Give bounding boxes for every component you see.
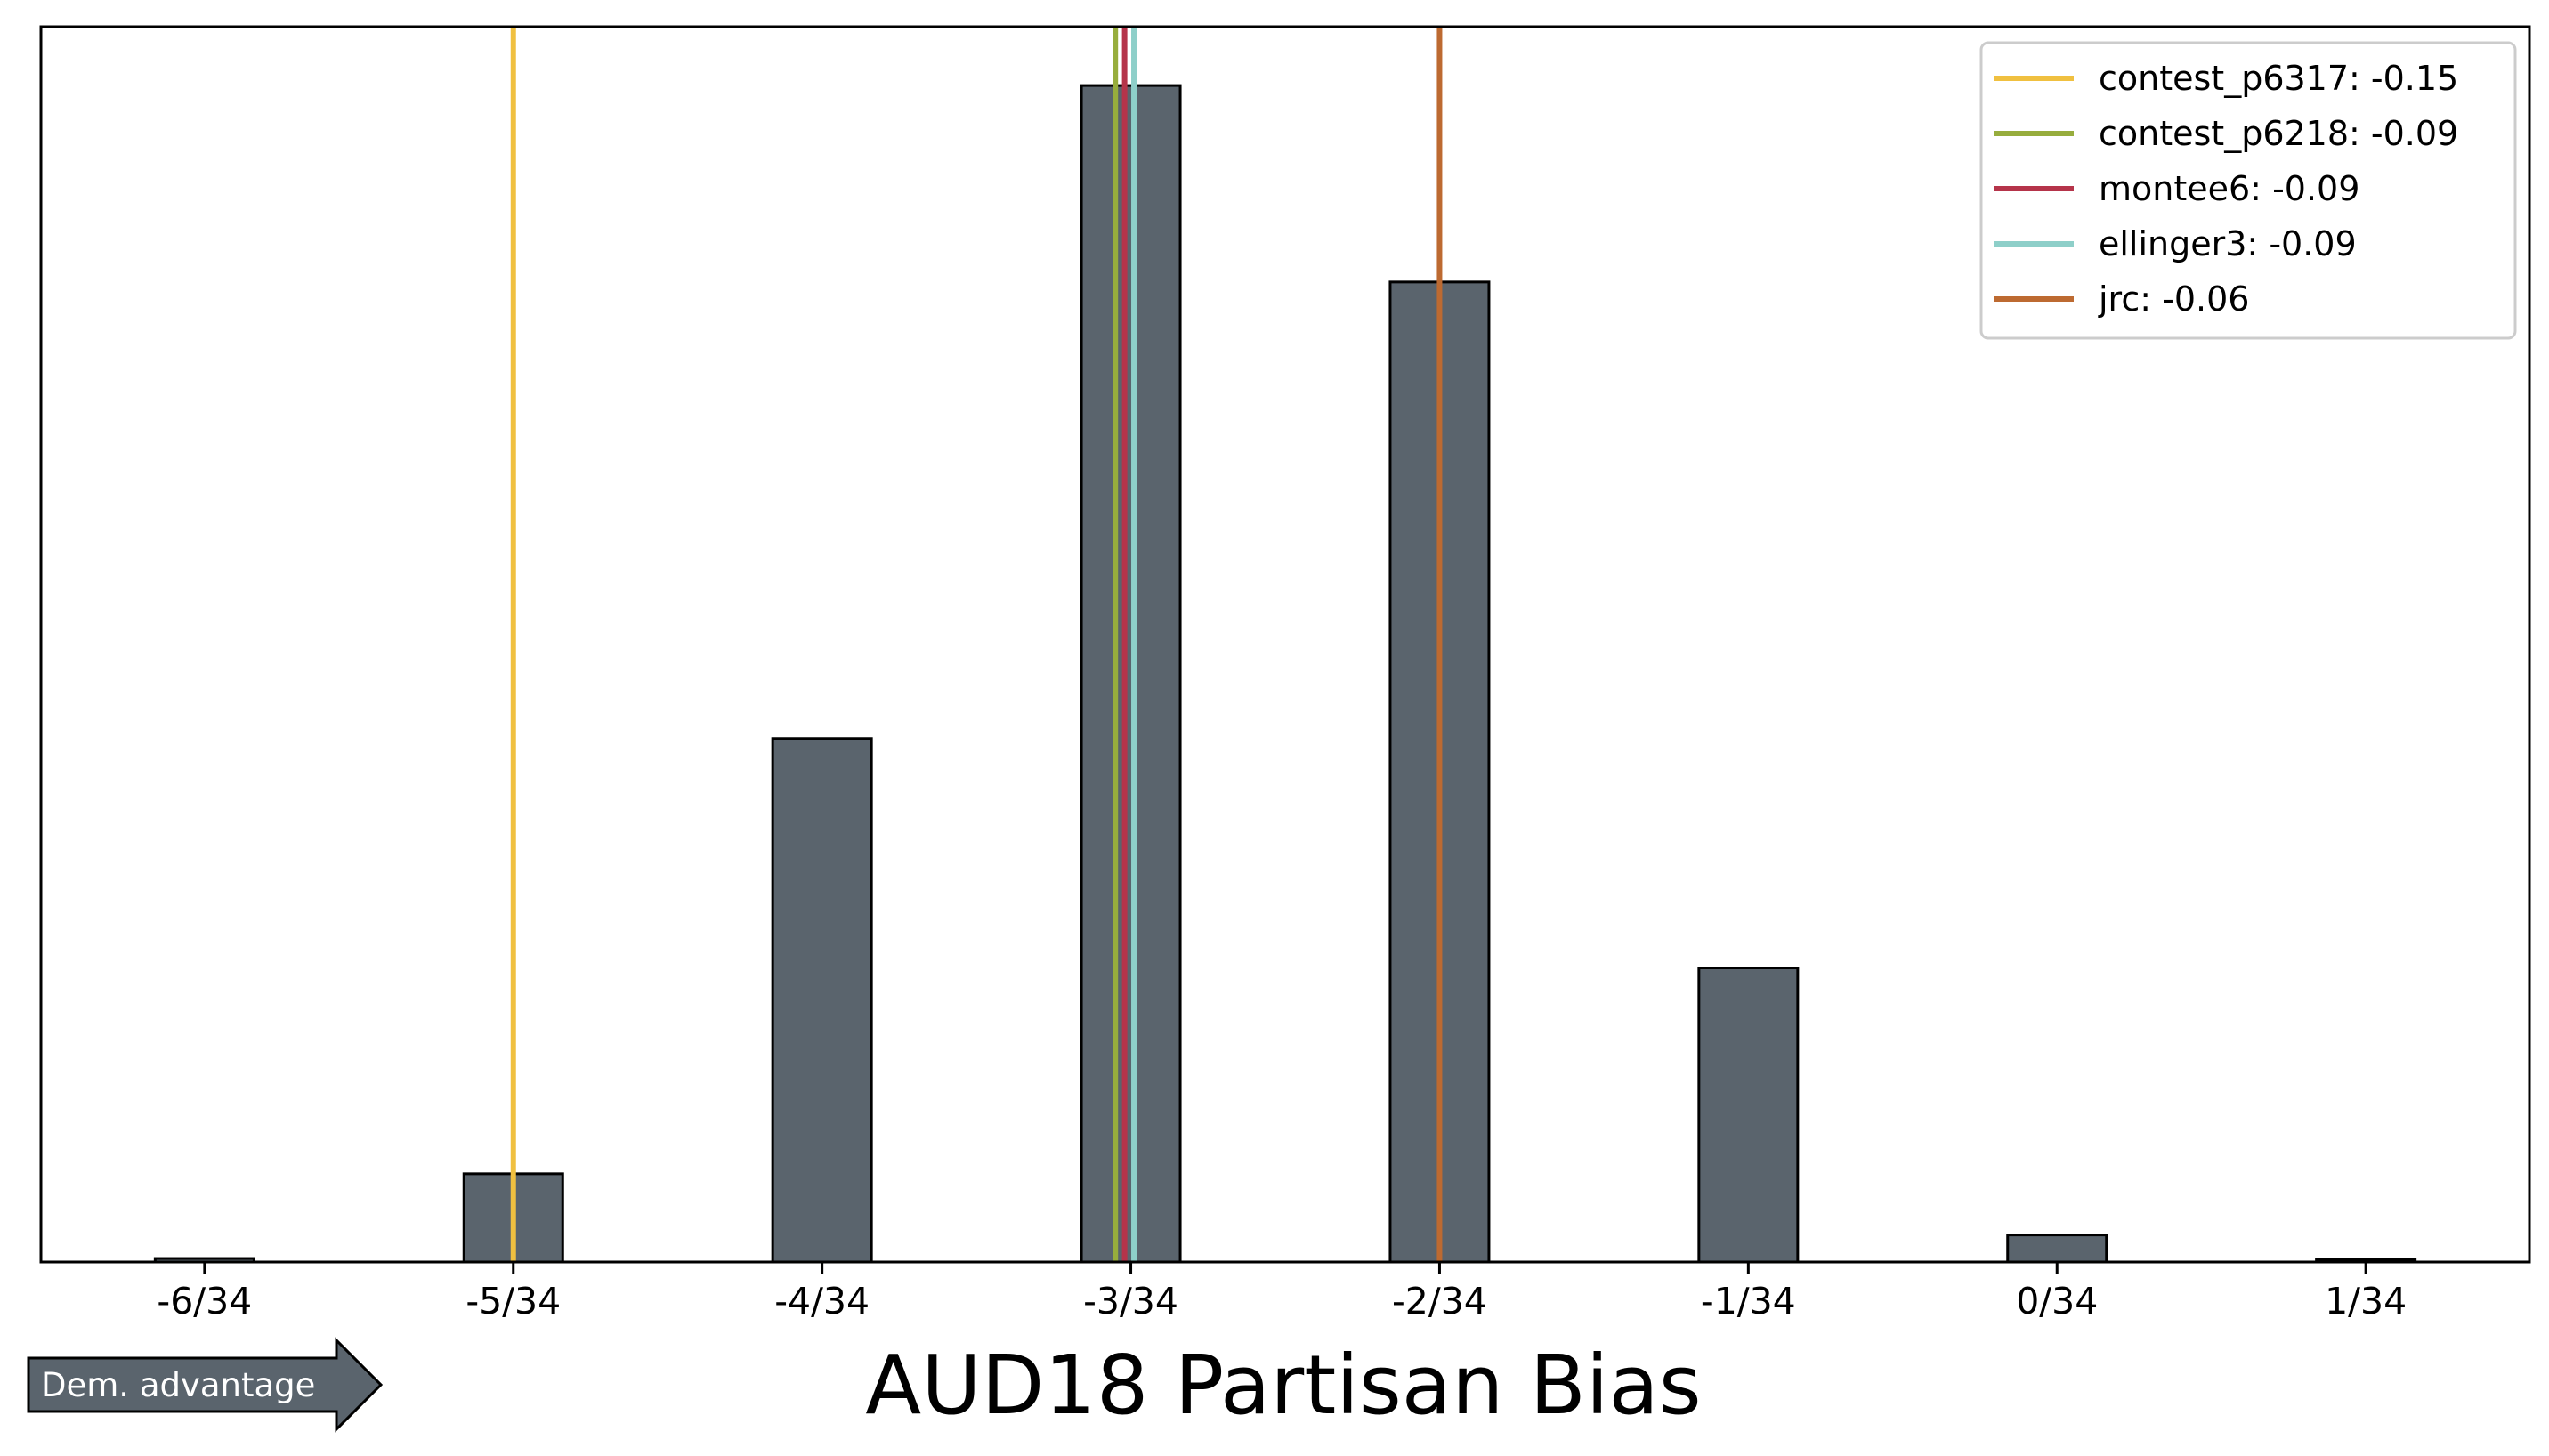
legend: contest_p6317: -0.15 contest_p6218: -0.09… <box>1979 41 2517 340</box>
bar-3 <box>1080 84 1182 1264</box>
dem-advantage-label: Dem. advantage <box>41 1366 315 1404</box>
legend-label-2: montee6: -0.09 <box>2099 169 2359 208</box>
legend-box <box>1979 41 2517 340</box>
legend-label-4: jrc: -0.06 <box>2098 279 2249 319</box>
x-tick-label: -1/34 <box>1701 1280 1796 1323</box>
x-axis-label: AUD18 Partisan Bias <box>865 1338 1701 1433</box>
legend-label-0: contest_p6317: -0.15 <box>2099 59 2458 98</box>
x-tick-label: -6/34 <box>157 1280 252 1323</box>
x-tick-label: -2/34 <box>1392 1280 1487 1323</box>
bar-2 <box>771 737 873 1264</box>
histogram-bars <box>153 84 2417 1264</box>
plot-frame <box>39 25 2531 1264</box>
x-tick-label: -5/34 <box>465 1280 561 1323</box>
legend-label-1: contest_p6218: -0.09 <box>2099 114 2458 153</box>
bar-6 <box>2006 1234 2108 1264</box>
reference-lines <box>510 27 1443 1262</box>
legend-label-3: ellinger3: -0.09 <box>2099 224 2357 263</box>
arrow-shape <box>27 1337 384 1433</box>
bar-5 <box>1697 967 1800 1264</box>
x-tick-label: 0/34 <box>2016 1280 2098 1323</box>
x-tick-label: 1/34 <box>2325 1280 2407 1323</box>
x-tick-label: -3/34 <box>1083 1280 1178 1323</box>
dem-advantage-arrow: Dem. advantage <box>27 1337 384 1433</box>
x-axis-ticks: -6/34 -5/34 -4/34 -3/34 -2/34 -1/34 0/34 1/34 <box>157 1262 2407 1323</box>
x-tick-label: -4/34 <box>774 1280 870 1323</box>
